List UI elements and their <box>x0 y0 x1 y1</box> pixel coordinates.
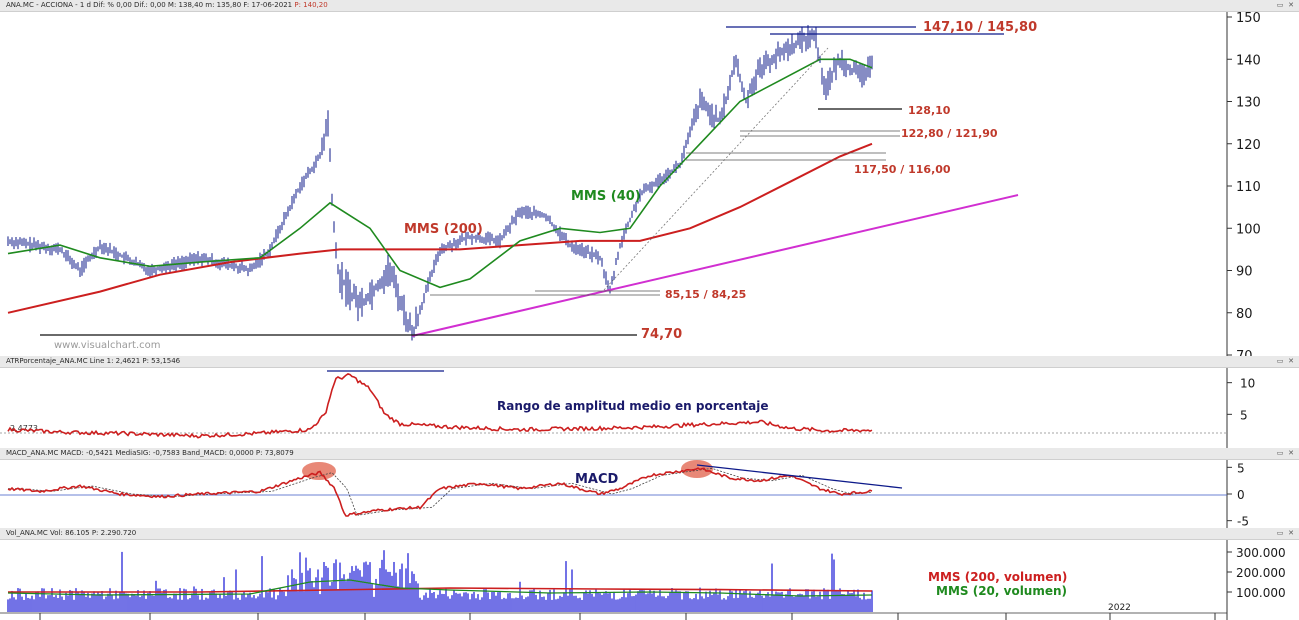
macd-axis-tick: 5 <box>1237 461 1245 475</box>
support-trendline <box>411 194 1019 337</box>
annotation-117: 117,50 / 116,00 <box>854 163 951 176</box>
price-axis-tick: 140 <box>1236 53 1261 68</box>
year-label: 2022 <box>1108 603 1131 613</box>
restore-icon[interactable]: ▭ <box>1276 1 1284 9</box>
price-axis-tick: 120 <box>1236 138 1261 153</box>
atr-line <box>7 373 873 439</box>
close-icon[interactable]: ✕ <box>1288 449 1294 457</box>
volume-chart-svg[interactable]: 300.000 200.000 100.000 MMS (200, volumen)… <box>0 528 1299 620</box>
price-axis-tick: 90 <box>1236 265 1253 280</box>
macd-line <box>7 467 873 517</box>
price-axis-tick: 130 <box>1236 96 1261 111</box>
price-axis-tick: 70 <box>1236 349 1253 356</box>
annotation-low: 74,70 <box>641 327 682 342</box>
atr-chart-svg[interactable]: 105 2,4773 Rango de amplitud medio en po… <box>0 356 1299 448</box>
price-axis-tick: 80 <box>1236 307 1253 322</box>
macd-trendline <box>696 464 903 489</box>
annotation-128: 128,10 <box>908 104 951 117</box>
price-axis-tick: 100 <box>1236 222 1261 237</box>
macd-panel[interactable]: MACD_ANA.MC MACD: -0,5421 MediaSIG: -0,7… <box>0 448 1299 528</box>
macd-chart-svg[interactable]: 5 0 -5 MACD <box>0 448 1299 528</box>
atr-annotation: Rango de amplitud medio en porcentaje <box>497 399 769 413</box>
volume-legend-200: MMS (200, volumen) <box>928 570 1067 584</box>
atr-panel-header: ATRPorcentaje_ANA.MC Line 1: 2,4621 P: 5… <box>0 356 1299 368</box>
volume-axis-tick: 100.000 <box>1236 586 1286 600</box>
price-panel[interactable]: ANA.MC - ACCIONA - 1 d Dif: % 0,00 Dif.:… <box>0 0 1299 356</box>
macd-header-text: MACD_ANA.MC MACD: -0,5421 MediaSIG: -0,7… <box>6 449 294 457</box>
atr-header-text: ATRPorcentaje_ANA.MC Line 1: 2,4621 P: 5… <box>6 357 181 365</box>
price-header-last: P: 140,20 <box>294 1 328 9</box>
watermark: www.visualchart.com <box>54 340 160 351</box>
macd-annotation: MACD <box>575 472 619 487</box>
annotation-resistance: 147,10 / 145,80 <box>923 20 1037 35</box>
macd-axis-tick: 0 <box>1237 488 1245 502</box>
atr-axis-tick: 5 <box>1240 408 1248 422</box>
price-axis-tick: 150 <box>1236 11 1261 26</box>
volume-header-text: Vol_ANA.MC Vol: 86.105 P: 2.290.720 <box>6 529 137 537</box>
macd-axis-tick: -5 <box>1237 515 1249 528</box>
volume-panel[interactable]: Vol_ANA.MC Vol: 86.105 P: 2.290.720 ▭ ✕ … <box>0 528 1299 620</box>
annotation-mms40: MMS (40) <box>571 189 641 204</box>
volume-mms20-line <box>7 579 873 597</box>
atr-panel[interactable]: ATRPorcentaje_ANA.MC Line 1: 2,4621 P: 5… <box>0 356 1299 448</box>
atr-axis-tick: 10 <box>1240 377 1255 391</box>
close-icon[interactable]: ✕ <box>1288 529 1294 537</box>
close-icon[interactable]: ✕ <box>1288 357 1294 365</box>
annotation-85: 85,15 / 84,25 <box>665 288 746 301</box>
volume-mms200-line <box>8 587 873 593</box>
thin-trendline <box>603 47 829 291</box>
price-axis-tick: 110 <box>1236 180 1261 195</box>
volume-legend-20: MMS (20, volumen) <box>936 584 1067 598</box>
macd-panel-header: MACD_ANA.MC MACD: -0,5421 MediaSIG: -0,7… <box>0 448 1299 460</box>
mms40-line <box>7 58 873 289</box>
price-chart-svg[interactable]: 150 140 130 120 110 100 90 80 70 147,10 / 145,80… <box>0 0 1299 356</box>
price-header-text: ANA.MC - ACCIONA - 1 d Dif: % 0,00 Dif.:… <box>6 1 295 9</box>
volume-axis-tick: 300.000 <box>1236 546 1286 560</box>
annotation-mms200: MMS (200) <box>404 222 483 237</box>
restore-icon[interactable]: ▭ <box>1276 529 1284 537</box>
annotation-122: 122,80 / 121,90 <box>901 127 998 140</box>
volume-axis-tick: 200.000 <box>1236 566 1286 580</box>
mms200-line <box>7 142 873 314</box>
macd-signal-line <box>8 467 873 516</box>
restore-icon[interactable]: ▭ <box>1276 357 1284 365</box>
close-icon[interactable]: ✕ <box>1288 1 1294 9</box>
price-panel-header: ANA.MC - ACCIONA - 1 d Dif: % 0,00 Dif.:… <box>0 0 1299 12</box>
volume-panel-header: Vol_ANA.MC Vol: 86.105 P: 2.290.720 ▭ ✕ <box>0 528 1299 540</box>
restore-icon[interactable]: ▭ <box>1276 449 1284 457</box>
